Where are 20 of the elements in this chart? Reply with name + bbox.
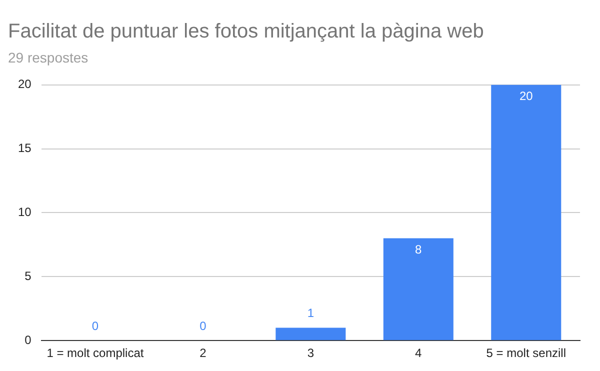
bar [383, 238, 454, 340]
chart-subtitle: 29 respostes [8, 49, 88, 66]
data-label: 20 [519, 89, 534, 104]
y-tick-label: 5 [24, 268, 32, 283]
y-tick-label: 20 [18, 77, 32, 92]
x-tick-label: 2 [200, 346, 207, 360]
data-label: 1 [307, 306, 314, 320]
bar [491, 84, 562, 340]
y-tick-label: 10 [18, 205, 32, 220]
y-tick-label: 0 [24, 332, 32, 347]
chart-title: Facilitat de puntuar les fotos mitjançant la pàgina web [8, 20, 484, 43]
data-label: 8 [415, 242, 422, 257]
y-tick-label: 15 [18, 141, 32, 156]
x-tick-label: 1 = molt complicat [46, 346, 144, 360]
x-tick-label: 3 [307, 346, 314, 360]
x-tick-label: 5 = molt senzill [486, 346, 566, 360]
x-tick-label: 4 [415, 346, 422, 360]
data-label: 0 [200, 318, 207, 333]
bar [276, 328, 346, 340]
data-label: 0 [92, 318, 99, 333]
